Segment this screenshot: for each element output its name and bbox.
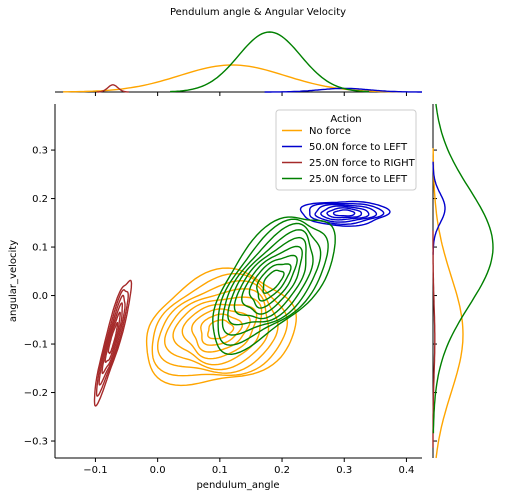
kde-contour-25-0n-force-to-left <box>212 216 336 356</box>
kde-contour-25-0n-force-to-left <box>262 269 285 294</box>
kde-contour-50-0n-force-to-left <box>326 207 363 219</box>
x-axis-ticks: −0.1 0.0 0.1 0.2 0.3 0.4 <box>83 458 414 476</box>
kde-contour-25-0n-force-to-right <box>93 279 133 407</box>
legend-label-no-force: No force <box>309 126 351 137</box>
x-tick-label: 0.3 <box>336 465 352 476</box>
kde-contour-no-force <box>172 296 263 366</box>
legend-label-50-0n-force-to-left: 50.0N force to LEFT <box>309 142 408 153</box>
x-tick-label: 0.1 <box>212 465 228 476</box>
kde-contour-25-0n-force-to-left <box>256 263 292 302</box>
top-marginal-curve-25-0n-force-to-left <box>170 31 370 93</box>
right-marginal-curve-25-0n-force-to-right <box>432 230 436 448</box>
kde-contour-50-0n-force-to-left <box>332 209 356 217</box>
kde-contour-no-force <box>151 273 289 377</box>
kde-contour-25-0n-force-to-right <box>107 322 119 355</box>
kde-contour-50-0n-force-to-left <box>299 200 391 227</box>
x-tick-label: 0.0 <box>150 465 166 476</box>
x-axis-label: pendulum_angle <box>196 480 279 491</box>
main-plot: −0.1 0.0 0.1 0.2 0.3 0.4 −0.3 −0.2 −0.1 0.0 0.1 0.… <box>8 104 422 491</box>
kde-contour-25-0n-force-to-left <box>241 245 303 315</box>
kde-contour-25-0n-force-to-right <box>98 294 126 386</box>
kde-contour-50-0n-force-to-left <box>314 203 378 223</box>
x-tick-label: −0.1 <box>83 465 107 476</box>
kde-contour-no-force <box>191 308 251 353</box>
kde-contour-no-force <box>145 267 298 387</box>
right-marginal-plot <box>432 103 494 459</box>
legend-label-25-0n-force-to-left: 25.0N force to LEFT <box>309 174 408 185</box>
y-axis-ticks: −0.3 −0.2 −0.1 0.0 0.1 0.2 0.3 <box>24 146 55 448</box>
y-tick-label: −0.2 <box>24 388 48 399</box>
right-marginal-curve-no-force <box>432 148 464 459</box>
y-tick-label: 0.1 <box>32 243 48 254</box>
kde-contour-no-force <box>163 288 270 371</box>
kde-contour-25-0n-force-to-right <box>101 302 123 375</box>
kde-contour-50-0n-force-to-left <box>320 205 370 221</box>
figure-title: Pendulum angle & Angular Velocity <box>170 7 346 18</box>
top-marginal-curve-25-0n-force-to-right <box>96 84 129 93</box>
kde-contour-50-0n-force-to-left <box>309 202 385 225</box>
y-tick-label: 0.3 <box>32 146 48 157</box>
kde-contour-25-0n-force-to-left <box>217 218 329 346</box>
top-marginal-curve-no-force <box>63 64 402 93</box>
legend-label-25-0n-force-to-right: 25.0N force to RIGHT <box>309 158 416 169</box>
kde-contour-25-0n-force-to-left <box>227 229 314 326</box>
kde-contour-25-0n-force-to-left <box>233 236 307 320</box>
legend-box <box>275 109 417 191</box>
kde-contour-25-0n-force-to-right <box>104 311 121 364</box>
kde-contour-25-0n-force-to-left <box>221 222 322 336</box>
kde-contour-25-0n-force-to-right <box>95 289 129 397</box>
y-tick-label: −0.1 <box>24 340 48 351</box>
right-marginal-curve-25-0n-force-to-left <box>432 103 494 434</box>
y-tick-label: 0.0 <box>32 291 48 302</box>
x-tick-label: 0.4 <box>398 465 414 476</box>
right-marginal-curve-50-0n-force-to-left <box>432 161 446 255</box>
legend: Action No force 50.0N force to LEFT 25.0N … <box>275 109 417 191</box>
y-tick-label: −0.3 <box>24 437 48 448</box>
top-marginal-plot <box>55 31 422 96</box>
y-axis-label: angular_velocity <box>8 240 19 322</box>
y-tick-label: 0.2 <box>32 194 48 205</box>
legend-title: Action <box>330 114 361 125</box>
kde-contour-25-0n-force-to-left <box>248 254 298 309</box>
x-tick-label: 0.2 <box>274 465 290 476</box>
kde-contours <box>93 200 391 407</box>
